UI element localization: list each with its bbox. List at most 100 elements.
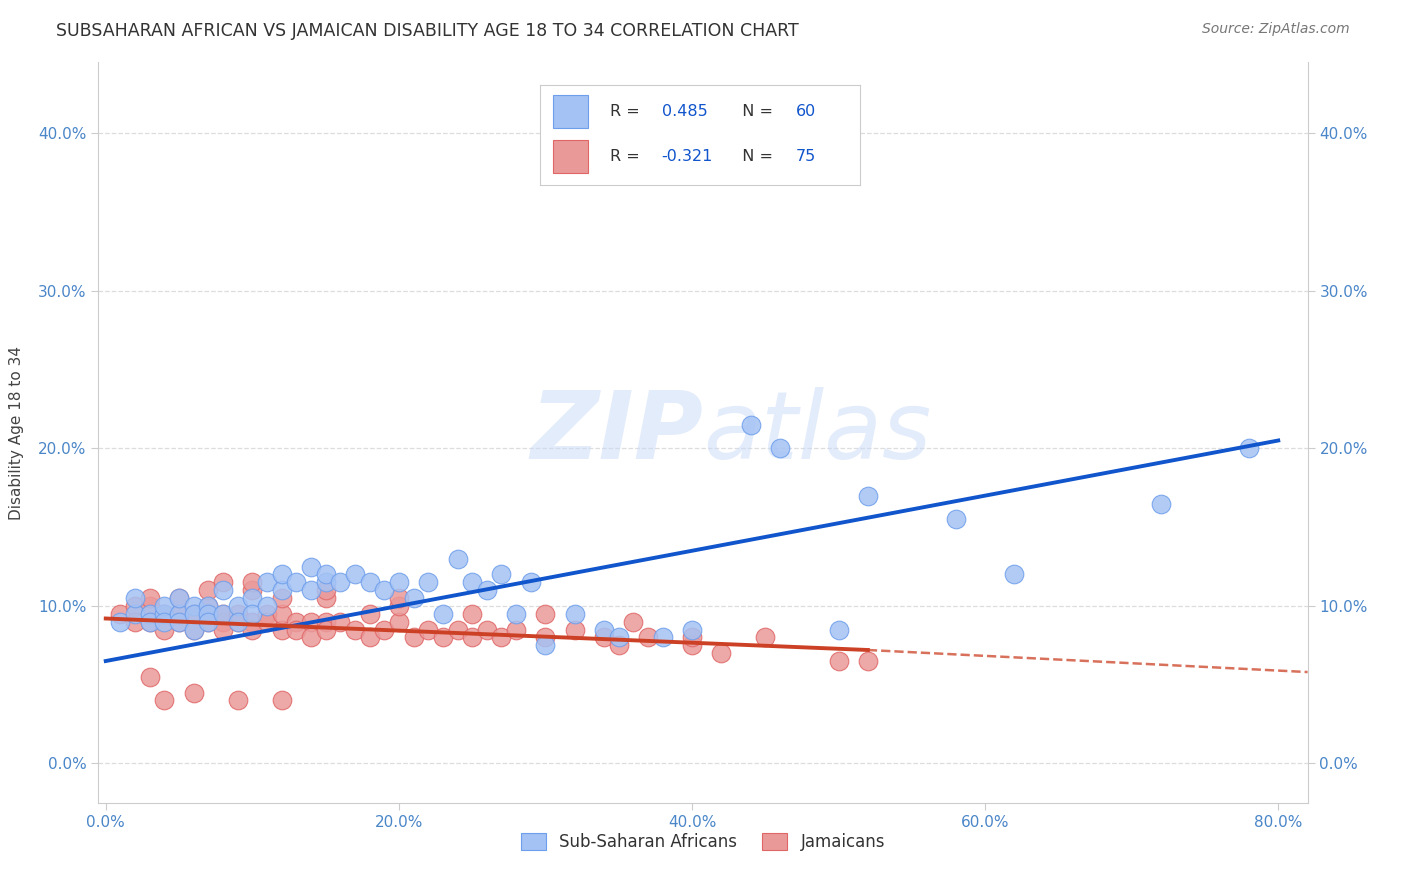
Point — [153, 607, 176, 621]
Point — [212, 583, 235, 598]
Point — [270, 583, 292, 598]
Point — [299, 631, 322, 645]
Point — [607, 638, 630, 652]
Point — [197, 599, 219, 613]
Point — [534, 631, 557, 645]
Point — [359, 631, 381, 645]
Point — [432, 607, 454, 621]
Point — [270, 693, 292, 707]
Point — [197, 599, 219, 613]
Point — [373, 623, 395, 637]
Point — [534, 638, 557, 652]
Point — [183, 685, 205, 699]
Point — [138, 670, 160, 684]
Point — [446, 623, 468, 637]
Point — [153, 615, 176, 629]
Point — [167, 615, 190, 629]
Point — [1150, 496, 1173, 510]
Y-axis label: Disability Age 18 to 34: Disability Age 18 to 34 — [10, 345, 24, 520]
Point — [226, 607, 249, 621]
Point — [418, 623, 440, 637]
Point — [167, 615, 190, 629]
Point — [256, 599, 278, 613]
Point — [138, 599, 160, 613]
Point — [461, 575, 484, 590]
Point — [461, 607, 484, 621]
Point — [183, 599, 205, 613]
Point — [461, 631, 484, 645]
Point — [124, 599, 146, 613]
Point — [564, 623, 586, 637]
Point — [240, 591, 263, 605]
Point — [153, 623, 176, 637]
Point — [285, 623, 308, 637]
Point — [256, 615, 278, 629]
Point — [110, 615, 132, 629]
Point — [315, 575, 337, 590]
Point — [388, 591, 411, 605]
Point — [167, 607, 190, 621]
Point — [856, 489, 879, 503]
Point — [212, 607, 235, 621]
Point — [491, 631, 513, 645]
Point — [740, 417, 762, 432]
Text: SUBSAHARAN AFRICAN VS JAMAICAN DISABILITY AGE 18 TO 34 CORRELATION CHART: SUBSAHARAN AFRICAN VS JAMAICAN DISABILIT… — [56, 22, 799, 40]
Point — [226, 693, 249, 707]
Point — [138, 607, 160, 621]
Legend: Sub-Saharan Africans, Jamaicans: Sub-Saharan Africans, Jamaicans — [515, 826, 891, 857]
Point — [197, 615, 219, 629]
Point — [856, 654, 879, 668]
Point — [343, 567, 366, 582]
Point — [359, 575, 381, 590]
Point — [315, 567, 337, 582]
Point — [359, 607, 381, 621]
Point — [226, 615, 249, 629]
Point — [167, 591, 190, 605]
Point — [299, 583, 322, 598]
Point — [299, 559, 322, 574]
Point — [373, 583, 395, 598]
Point — [197, 615, 219, 629]
Point — [593, 623, 616, 637]
Point — [446, 551, 468, 566]
Point — [475, 583, 498, 598]
Point — [197, 607, 219, 621]
Point — [153, 693, 176, 707]
Point — [343, 623, 366, 637]
Point — [329, 575, 352, 590]
Point — [212, 607, 235, 621]
Point — [754, 631, 776, 645]
Point — [240, 575, 263, 590]
Point — [769, 442, 792, 456]
Point — [167, 591, 190, 605]
Point — [124, 591, 146, 605]
Point — [432, 631, 454, 645]
Point — [212, 575, 235, 590]
Point — [138, 615, 160, 629]
Text: ZIP: ZIP — [530, 386, 703, 479]
Point — [240, 615, 263, 629]
Point — [197, 607, 219, 621]
Point — [402, 591, 425, 605]
Text: atlas: atlas — [703, 387, 931, 478]
Point — [491, 567, 513, 582]
Point — [226, 599, 249, 613]
Point — [124, 615, 146, 629]
Point — [183, 623, 205, 637]
Point — [256, 607, 278, 621]
Point — [388, 575, 411, 590]
Point — [681, 631, 703, 645]
Point — [270, 591, 292, 605]
Point — [315, 623, 337, 637]
Point — [153, 607, 176, 621]
Point — [138, 591, 160, 605]
Point — [270, 607, 292, 621]
Point — [651, 631, 673, 645]
Point — [329, 615, 352, 629]
Point — [240, 607, 263, 621]
Point — [945, 512, 967, 526]
Point — [110, 607, 132, 621]
Point — [607, 631, 630, 645]
Point — [402, 631, 425, 645]
Point — [240, 623, 263, 637]
